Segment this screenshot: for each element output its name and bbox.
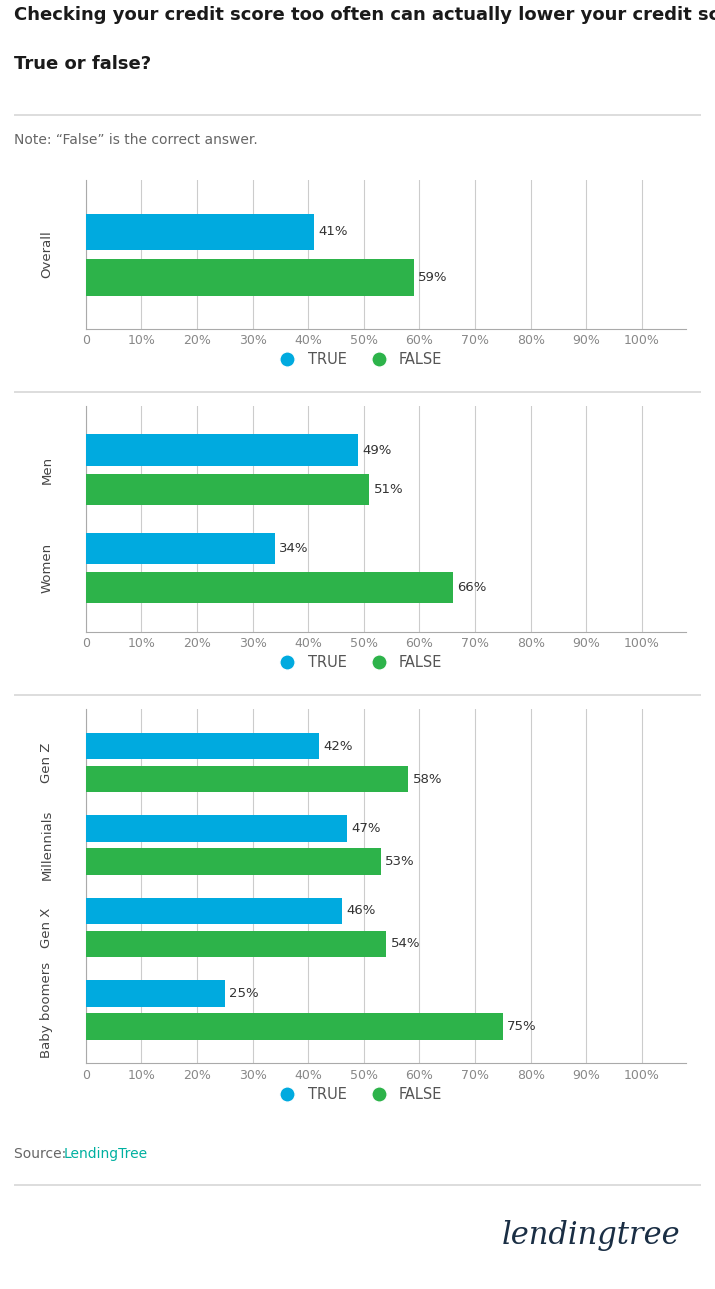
Bar (86, 474, 370, 505)
Text: 34%: 34% (280, 541, 309, 554)
Bar (86, 733, 320, 759)
Text: Note: “False” is the correct answer.: Note: “False” is the correct answer. (14, 133, 258, 147)
Bar (86, 816, 347, 842)
Text: 46%: 46% (346, 905, 375, 918)
Bar (86, 980, 225, 1007)
Bar (86, 848, 380, 875)
Text: Checking your credit score too often can actually lower your credit score.: Checking your credit score too often can… (14, 6, 715, 24)
Legend: TRUE, FALSE: TRUE, FALSE (267, 650, 448, 675)
Bar (86, 897, 342, 924)
Text: 25%: 25% (230, 987, 259, 1000)
Text: 75%: 75% (508, 1020, 537, 1032)
Bar (86, 931, 386, 956)
Text: lendingtree: lendingtree (501, 1219, 680, 1252)
Bar (86, 532, 275, 565)
Text: 58%: 58% (413, 772, 443, 785)
Bar (86, 766, 408, 793)
Legend: TRUE, FALSE: TRUE, FALSE (267, 347, 448, 373)
Text: Source:: Source: (14, 1147, 71, 1160)
Text: 53%: 53% (385, 855, 415, 867)
Bar (86, 214, 314, 250)
Legend: TRUE, FALSE: TRUE, FALSE (267, 1081, 448, 1107)
Text: True or false?: True or false? (14, 54, 152, 72)
Text: 66%: 66% (458, 581, 487, 594)
Text: 54%: 54% (390, 937, 420, 950)
Bar (86, 259, 414, 295)
Text: 41%: 41% (318, 226, 347, 238)
Text: 51%: 51% (374, 483, 403, 496)
Bar (86, 434, 358, 465)
Text: 49%: 49% (363, 443, 392, 456)
Bar (86, 1013, 503, 1039)
Text: 47%: 47% (352, 822, 381, 835)
Text: 42%: 42% (324, 740, 353, 753)
Text: 59%: 59% (418, 271, 448, 284)
Text: LendingTree: LendingTree (64, 1147, 148, 1160)
Bar (86, 572, 453, 603)
